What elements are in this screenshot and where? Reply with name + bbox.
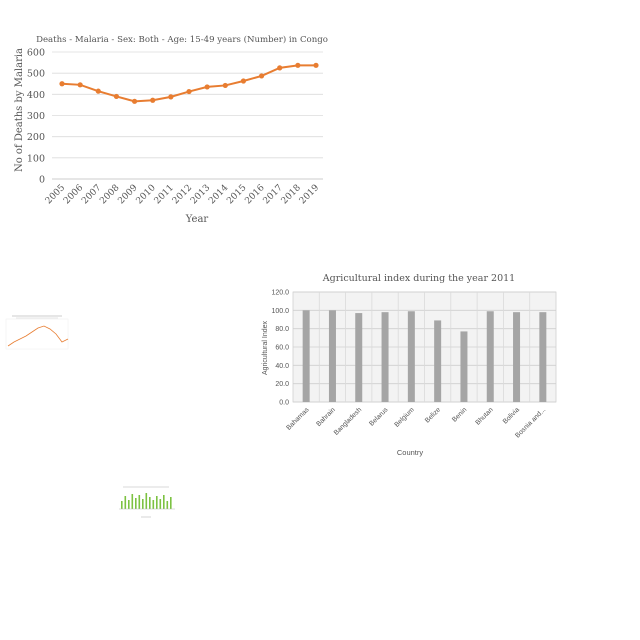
- thumb1-series-line: [7, 325, 69, 347]
- chart1-data-point: [150, 97, 156, 103]
- chart1-ytick-label: 400: [27, 90, 45, 101]
- chart2-xlabel: Country: [397, 448, 424, 457]
- thumb2-svg: [119, 486, 175, 518]
- chart2-bar: [460, 331, 468, 402]
- thumb2-bar: [166, 501, 169, 509]
- chart2-ytick-label: 100.0: [271, 308, 289, 315]
- chart1-xtick-label: 2016: [243, 183, 266, 206]
- chart2-ylabel: Agricultural Index: [262, 320, 269, 375]
- thumb2-bar: [159, 499, 162, 509]
- chart1-ylabel: No of Deaths by Malaria: [14, 48, 25, 172]
- thumb2-bar: [135, 498, 137, 509]
- chart1-xtick-label: 2015: [225, 183, 248, 206]
- chart2-ytick-label: 60.0: [275, 345, 289, 352]
- chart1-xtick-label: 2008: [98, 183, 121, 206]
- agri-bar-chart-svg: Agricultural index during the year 2011 …: [262, 273, 557, 457]
- chart2-title: Agricultural index during the year 2011: [322, 273, 515, 284]
- chart1-data-point: [131, 98, 138, 104]
- malaria-deaths-line-chart: Deaths - Malaria - Sex: Both - Age: 15-4…: [0, 0, 340, 240]
- thumb1-plot-frame: [5, 318, 69, 350]
- chart1-data-point: [204, 84, 210, 90]
- thumb2-bar: [138, 495, 141, 509]
- chart2-xtick-label: Benin: [451, 406, 468, 423]
- chart2-ytick-label: 80.0: [275, 326, 289, 333]
- chart1-data-point: [113, 93, 120, 100]
- chart2-xtick-label: Belgium: [393, 406, 416, 429]
- chart2-bar: [434, 320, 442, 402]
- chart2-xtick-label: Belize: [424, 406, 442, 424]
- thumb2-bar: [131, 494, 134, 509]
- chart2-ytick-label: 0.0: [279, 400, 289, 407]
- thumb2-bar: [121, 501, 123, 509]
- chart1-data-point: [59, 81, 65, 87]
- small-bar-chart-thumbnail: [115, 484, 177, 520]
- chart2-bar: [302, 310, 310, 402]
- chart1-ytick-label: 500: [27, 69, 45, 80]
- chart1-ytick-label: 300: [27, 111, 45, 122]
- thumb2-bar: [156, 496, 158, 509]
- chart2-bar: [381, 312, 389, 402]
- chart1-ytick-label: 200: [27, 132, 45, 143]
- chart1-data-point: [277, 65, 283, 71]
- chart1-data-point: [295, 62, 301, 68]
- thumb2-bar: [124, 496, 127, 509]
- chart1-xtick-label: 2009: [116, 183, 139, 206]
- chart1-xtick-label: 2013: [189, 183, 212, 206]
- thumb2-bar: [170, 497, 172, 509]
- chart1-xtick-label: 2011: [153, 183, 176, 206]
- chart2-bar: [355, 313, 363, 402]
- chart2-ytick-label: 40.0: [275, 363, 289, 370]
- chart1-data-point: [222, 82, 228, 89]
- chart2-xtick-label: Bolivia: [502, 406, 521, 425]
- chart2-bar: [407, 311, 415, 402]
- chart1-data-point: [168, 94, 174, 100]
- small-line-chart-thumbnail: [2, 312, 74, 357]
- chart1-xtick-label: 2017: [262, 183, 285, 206]
- chart1-xtick-label: 2005: [44, 183, 67, 206]
- agricultural-index-bar-chart: Agricultural index during the year 2011 …: [255, 265, 575, 465]
- chart2-xtick-label: Bahrain: [315, 406, 337, 428]
- chart2-bar: [539, 312, 547, 402]
- chart1-xtick-label: 2019: [298, 183, 321, 206]
- thumb1-svg: [5, 315, 69, 350]
- chart1-title: Deaths - Malaria - Sex: Both - Age: 15-4…: [36, 34, 328, 45]
- chart2-xtick-label: Bangladesh: [333, 406, 363, 436]
- thumb2-bar: [149, 497, 151, 509]
- chart1-data-point: [240, 78, 247, 84]
- thumb2-bar: [142, 499, 144, 509]
- thumb2-bar: [128, 500, 130, 509]
- chart2-xtick-label: Belarus: [368, 406, 390, 428]
- chart2-xtick-label: Bahamas: [285, 406, 311, 432]
- chart1-data-point: [313, 62, 319, 68]
- chart2-ytick-label: 120.0: [271, 290, 289, 297]
- chart1-data-point: [77, 82, 83, 88]
- chart1-ytick-label: 600: [27, 48, 45, 59]
- chart1-xtick-label: 2010: [135, 183, 158, 206]
- chart1-xtick-label: 2018: [280, 183, 303, 206]
- chart1-series-line: [61, 64, 316, 103]
- chart1-xtick-label: 2007: [80, 183, 103, 206]
- thumb2-bar: [145, 493, 148, 509]
- chart1-ytick-label: 0: [39, 175, 45, 186]
- chart2-xtick-label: Bhutan: [474, 406, 494, 426]
- malaria-line-chart-svg: Deaths - Malaria - Sex: Both - Age: 15-4…: [14, 34, 328, 225]
- chart1-data-point: [186, 88, 192, 95]
- chart2-bar: [486, 311, 494, 402]
- chart1-xtick-label: 2006: [62, 183, 85, 206]
- thumb2-bar: [152, 500, 155, 509]
- thumb2-bar: [163, 495, 165, 509]
- chart1-xtick-label: 2012: [171, 183, 194, 206]
- chart2-bar: [328, 310, 336, 402]
- chart1-data-point: [95, 88, 101, 94]
- chart1-data-point: [258, 73, 265, 79]
- chart2-ytick-label: 20.0: [275, 381, 289, 388]
- chart1-xtick-label: 2014: [207, 183, 230, 206]
- chart1-xlabel: Year: [185, 214, 209, 225]
- chart2-bar: [513, 312, 521, 402]
- chart1-ytick-label: 100: [27, 153, 45, 164]
